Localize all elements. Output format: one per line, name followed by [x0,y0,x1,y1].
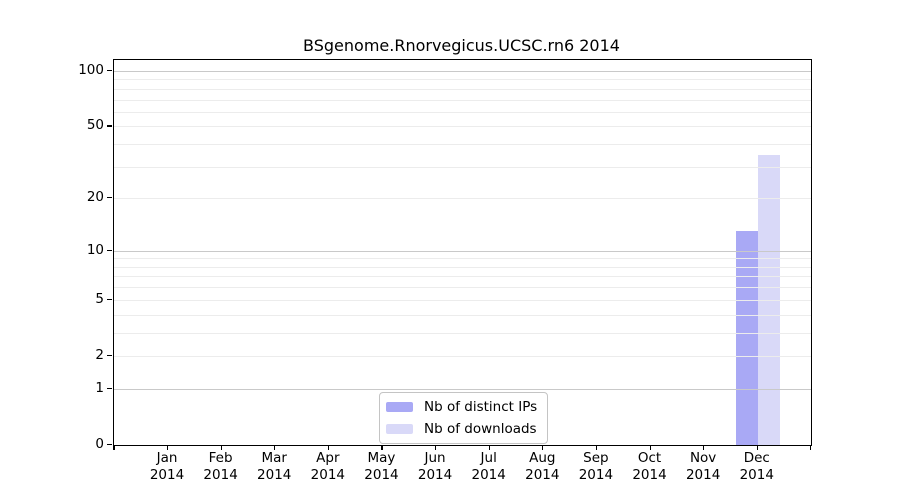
x-tick-7 [542,445,544,450]
x-tick-label-may: May 2014 [364,450,399,483]
gridline-minor-6 [114,287,811,289]
x-tick-5 [435,445,437,450]
bar-distinct-ips-dec [735,231,758,445]
legend-label-downloads: Nb of downloads [424,421,537,437]
x-tick-9 [649,445,651,450]
y-tick-label-5: 5 [95,290,104,307]
x-tick-2 [274,445,276,450]
legend-item-downloads: Nb of downloads [386,421,537,437]
gridline-minor-8 [114,266,811,268]
y-tick-label-2: 2 [95,346,104,363]
y-tick-label-0: 0 [95,436,104,452]
y-tick-0 [107,444,112,446]
gridline-minor-5 [114,299,811,301]
gridline-minor-50 [114,126,811,128]
chart-title: BSgenome.Rnorvegicus.UCSC.rn6 2014 [303,36,620,55]
gridline-minor-90 [114,79,811,81]
y-tick-5 [107,298,112,300]
gridline-minor-3 [114,332,811,334]
legend-swatch-downloads [386,424,413,434]
gridline-minor-20 [114,198,811,200]
gridline-minor-30 [114,166,811,168]
gridline-major-1 [114,388,811,390]
x-tick-label-jun: Jun 2014 [417,450,453,483]
x-tick-label-feb: Feb 2014 [203,450,238,483]
legend-label-distinct-ips: Nb of distinct IPs [424,399,538,415]
legend-item-distinct-ips: Nb of distinct IPs [386,399,537,415]
x-tick-3 [327,445,330,450]
x-tick-label-apr: Apr 2014 [310,450,346,483]
x-tick-label-oct: Oct 2014 [632,450,667,483]
x-tick-label-nov: Nov 2014 [685,450,721,483]
y-tick-label-1: 1 [95,379,104,396]
y-tick-label-20: 20 [86,189,104,206]
x-tick-4 [381,445,383,450]
gridline-minor-7 [114,276,811,278]
y-tick-10 [107,249,112,251]
x-tick-8 [595,445,598,450]
y-tick-20 [107,197,112,199]
gridline-minor-40 [114,144,811,146]
x-tick-label-mar: Mar 2014 [257,450,292,483]
gridline-major-100 [114,70,811,72]
x-tick-10 [703,445,705,450]
x-tick-11 [756,445,758,450]
legend-swatch-distinct-ips [386,402,413,412]
gridline-minor-60 [114,111,811,113]
y-tick-100 [107,69,112,72]
gridline-minor-9 [114,258,811,260]
x-tick-12 [810,445,812,450]
y-tick-1 [107,387,112,389]
y-tick-2 [107,354,112,357]
x-tick-label-dec: Dec 2014 [739,450,774,483]
y-tick-label-100: 100 [78,61,104,78]
y-tick-50 [107,125,112,127]
x-tick-0 [167,445,169,450]
gridline-minor-80 [114,88,811,90]
plot-area [113,59,812,446]
x-tick-label-sep: Sep 2014 [578,450,614,483]
gridline-major-10 [114,250,811,252]
x-tick-1 [220,445,222,450]
gridline-minor-70 [114,99,811,101]
y-tick-label-50: 50 [86,117,104,134]
legend: Nb of distinct IPs Nb of downloads [379,392,549,444]
x-tick-6 [488,445,490,450]
x-tick-label-jul: Jul 2014 [471,450,506,483]
x-tick-label-jan: Jan 2014 [149,450,185,483]
x-tick-label-aug: Aug 2014 [525,450,560,483]
y-tick-label-10: 10 [86,241,104,258]
gridline-minor-2 [114,355,811,357]
gridline-minor-4 [114,314,811,316]
x-tick--1 [113,445,115,450]
